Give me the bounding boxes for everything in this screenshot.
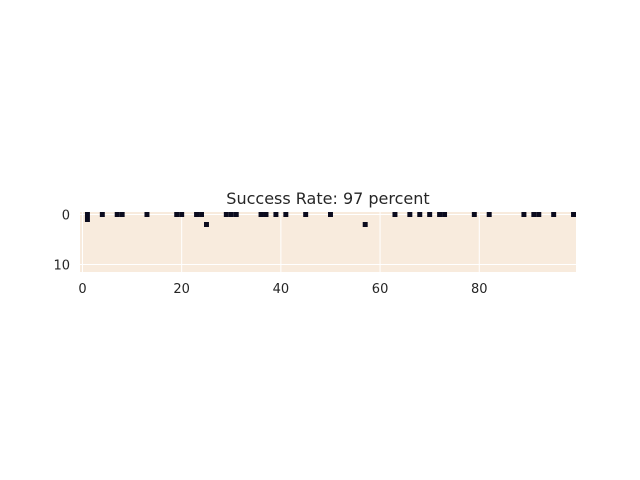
x-tick-label: 60: [372, 282, 389, 297]
x-tick-label: 0: [78, 282, 86, 297]
heatmap-background: [80, 212, 576, 272]
failure-cell: [471, 212, 477, 217]
x-tick-label: 20: [173, 282, 190, 297]
failure-cell: [273, 212, 279, 217]
failure-cell: [551, 212, 557, 217]
failure-cell: [99, 212, 105, 217]
y-tick-label: 10: [53, 259, 70, 274]
failure-cell: [194, 212, 200, 217]
failure-cell: [486, 212, 492, 217]
chart-title: Success Rate: 97 percent: [226, 189, 429, 208]
x-axis-ticks: 0 20 40 60 80: [78, 282, 487, 297]
failure-cell: [427, 212, 433, 217]
failure-cell: [536, 212, 542, 217]
failure-cell: [84, 212, 90, 217]
failure-cell: [442, 212, 448, 217]
failure-cell: [223, 212, 229, 217]
failure-cell: [571, 212, 576, 217]
failure-cell: [258, 212, 264, 217]
failure-cell: [407, 212, 413, 217]
failure-cell: [417, 212, 423, 217]
failure-cell: [437, 212, 443, 217]
failure-cell: [228, 212, 234, 217]
failure-cell: [233, 212, 239, 217]
failure-cell: [199, 212, 204, 217]
failure-cell: [531, 212, 537, 217]
x-tick-label: 80: [471, 282, 488, 297]
y-axis-ticks: 0 10: [53, 209, 70, 274]
failure-cell: [392, 212, 398, 217]
failure-cell: [179, 212, 185, 217]
failure-cell: [283, 212, 289, 217]
failure-cell: [204, 222, 209, 227]
failure-cell: [328, 212, 333, 217]
failure-cell: [144, 212, 150, 217]
failure-cell: [174, 212, 180, 217]
failure-cell: [362, 222, 368, 227]
failure-cell: [114, 212, 120, 217]
failure-cell: [521, 212, 527, 217]
y-tick-label: 0: [62, 209, 70, 224]
plot-area: [80, 212, 576, 272]
failure-cell: [84, 217, 90, 222]
failure-cell: [119, 212, 125, 217]
failure-cell: [263, 212, 269, 217]
failure-cell: [303, 212, 309, 217]
x-tick-label: 40: [273, 282, 290, 297]
